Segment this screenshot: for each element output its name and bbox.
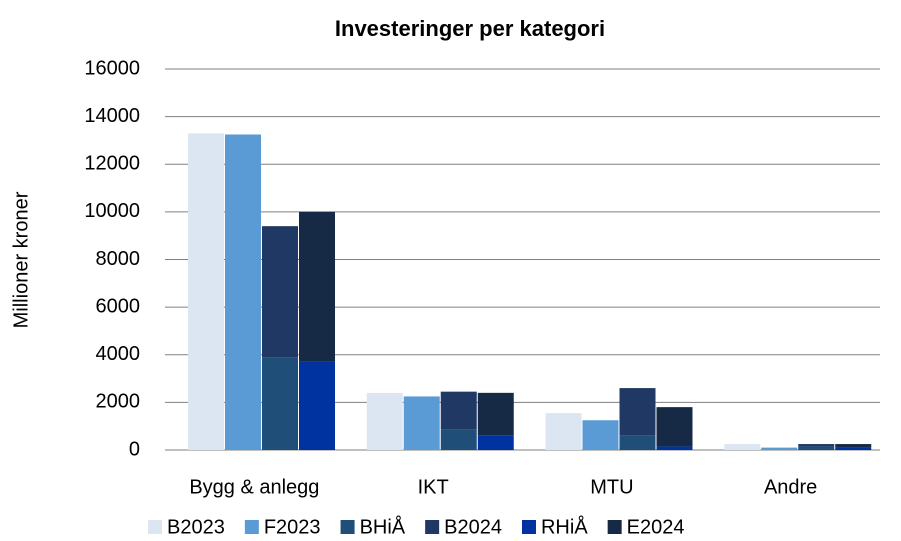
x-tick-label: IKT bbox=[418, 476, 449, 498]
y-tick-label: 14000 bbox=[84, 105, 140, 127]
bar bbox=[440, 429, 477, 450]
legend-label: E2024 bbox=[627, 516, 685, 538]
x-tick-label: MTU bbox=[590, 476, 633, 498]
bar bbox=[835, 447, 872, 450]
legend-swatch bbox=[425, 520, 440, 534]
y-tick-label: 2000 bbox=[96, 391, 141, 413]
legend-swatch bbox=[148, 520, 162, 534]
legend-label: B2023 bbox=[167, 516, 225, 538]
legend-swatch bbox=[521, 520, 536, 534]
bar bbox=[619, 388, 656, 436]
legend-label: B2024 bbox=[444, 516, 502, 538]
bar bbox=[225, 134, 261, 450]
legend-label: RHiÅ bbox=[541, 515, 588, 538]
legend-swatch bbox=[244, 520, 259, 534]
bar bbox=[761, 447, 798, 450]
bar bbox=[798, 444, 835, 447]
bar bbox=[299, 211, 335, 362]
bar bbox=[619, 435, 656, 450]
bar bbox=[440, 391, 477, 430]
bar bbox=[656, 407, 693, 447]
y-tick-label: 10000 bbox=[84, 200, 140, 222]
y-tick-label: 16000 bbox=[84, 57, 140, 79]
bar bbox=[656, 446, 693, 450]
bar bbox=[798, 446, 835, 450]
x-tick-label: Bygg & anlegg bbox=[189, 476, 319, 498]
bar bbox=[299, 361, 335, 450]
bar bbox=[188, 133, 224, 450]
y-tick-label: 4000 bbox=[96, 343, 141, 365]
legend-label: F2023 bbox=[264, 516, 321, 538]
y-axis-label: Millioner kroner bbox=[10, 191, 32, 328]
y-tick-label: 0 bbox=[129, 438, 140, 460]
bar bbox=[262, 357, 298, 450]
bar bbox=[477, 435, 514, 450]
bar bbox=[262, 226, 298, 358]
bar bbox=[477, 392, 514, 436]
y-tick-label: 12000 bbox=[84, 153, 140, 175]
bar bbox=[582, 420, 619, 450]
chart-title: Investeringer per kategori bbox=[335, 16, 605, 41]
bar bbox=[403, 396, 440, 450]
legend-label: BHiÅ bbox=[360, 515, 406, 538]
legend-swatch bbox=[607, 520, 622, 534]
y-tick-label: 8000 bbox=[96, 248, 141, 270]
x-tick-label: Andre bbox=[764, 476, 817, 498]
bar bbox=[366, 392, 403, 450]
y-tick-label: 6000 bbox=[96, 295, 141, 317]
bar bbox=[545, 413, 582, 450]
bar bbox=[724, 444, 761, 450]
legend-swatch bbox=[340, 520, 355, 534]
bar bbox=[835, 444, 872, 448]
